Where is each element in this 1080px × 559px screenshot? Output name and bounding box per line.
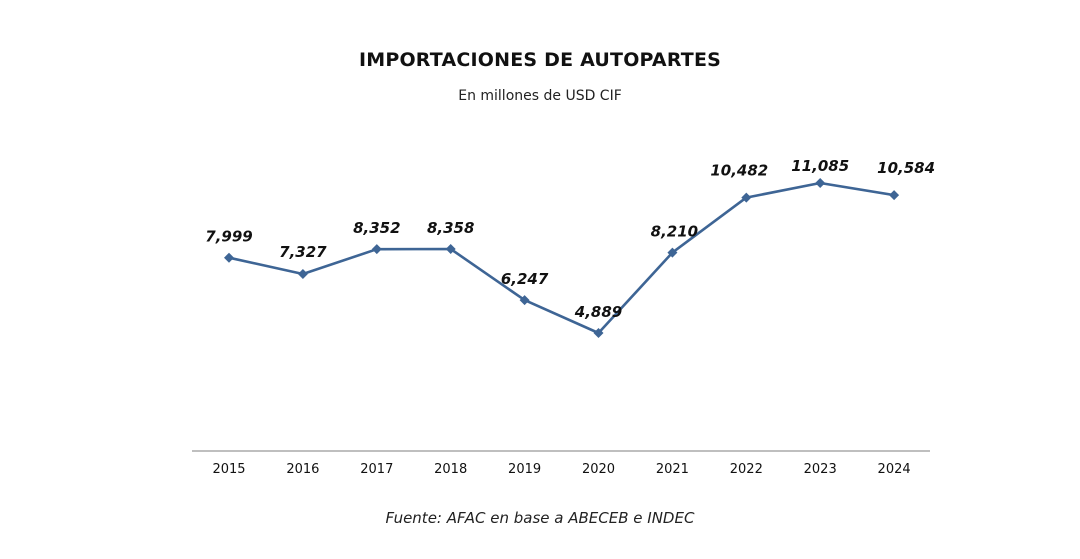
x-tick-label-2022: 2022 bbox=[730, 462, 763, 477]
data-markers bbox=[224, 178, 900, 338]
data-point-2020 bbox=[593, 328, 604, 338]
x-tick-label-2019: 2019 bbox=[508, 462, 541, 477]
x-tick-labels: 2015 2016 2017 2018 2019 2020 2021 2022 2023 2024 bbox=[212, 462, 910, 477]
data-labels: 7,999 7,327 8,352 8,358 6,247 4,889 8,210 10,48… bbox=[205, 157, 935, 321]
x-tick-label-2015: 2015 bbox=[212, 462, 245, 477]
data-label-2023: 11,085 bbox=[791, 157, 849, 175]
series-line bbox=[228, 181, 895, 335]
x-tick-label-2020: 2020 bbox=[582, 462, 615, 477]
x-tick-label-2023: 2023 bbox=[804, 462, 837, 477]
data-point-2017 bbox=[371, 244, 382, 255]
chart-source-note: Fuente: AFAC en base a ABECEB e INDEC bbox=[385, 509, 695, 527]
x-tick-label-2018: 2018 bbox=[434, 462, 467, 477]
data-point-2021 bbox=[667, 247, 678, 258]
chart-subtitle: En millones de USD CIF bbox=[458, 88, 622, 104]
data-label-2016: 7,327 bbox=[279, 243, 327, 261]
data-label-2015: 7,999 bbox=[205, 228, 252, 246]
data-point-2015 bbox=[224, 252, 234, 263]
data-label-2018: 8,358 bbox=[427, 219, 474, 237]
chart-title: IMPORTACIONES DE AUTOPARTES bbox=[358, 49, 722, 71]
x-tick-label-2021: 2021 bbox=[656, 462, 689, 477]
data-label-2017: 8,352 bbox=[353, 219, 400, 237]
data-label-2019: 6,247 bbox=[501, 270, 549, 288]
data-label-2022: 10,482 bbox=[710, 162, 768, 180]
data-point-2024 bbox=[889, 190, 900, 201]
data-label-2021: 8,210 bbox=[651, 223, 698, 241]
data-point-2018 bbox=[445, 244, 456, 255]
x-tick-label-2016: 2016 bbox=[286, 462, 319, 477]
data-point-2019 bbox=[519, 295, 530, 306]
data-label-2024: 10,584 bbox=[877, 159, 935, 177]
data-point-2023 bbox=[815, 178, 826, 188]
x-tick-label-2017: 2017 bbox=[360, 462, 393, 477]
data-label-2020: 4,889 bbox=[574, 303, 622, 321]
data-point-2022 bbox=[741, 192, 752, 203]
data-point-2016 bbox=[297, 268, 308, 279]
x-tick-label-2024: 2024 bbox=[878, 462, 911, 477]
